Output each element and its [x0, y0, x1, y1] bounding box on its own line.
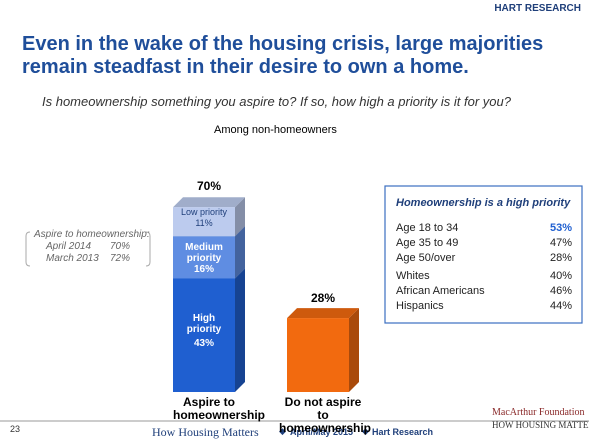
x-tick-label: Do not aspire to homeownership — [279, 395, 372, 435]
aside-title: Aspire to homeownership: — [34, 229, 150, 240]
table-label: Age 35 to 49 — [396, 236, 459, 249]
value-label: 28% — [310, 291, 336, 306]
diamond: ◆ — [279, 426, 286, 436]
aside-bracket — [25, 231, 151, 267]
aside-label: March 2013 — [46, 253, 99, 264]
table-value: 40% — [549, 270, 572, 283]
total-label: 70% — [196, 179, 222, 194]
bar-side — [235, 226, 245, 279]
table-title: Homeownership is a high priority — [396, 197, 571, 209]
segment-name: High priority — [186, 313, 222, 336]
bar — [173, 207, 235, 237]
segment-name: Low priority — [180, 206, 227, 217]
logo: HART RESEARCH — [494, 3, 581, 14]
bar-top — [173, 197, 245, 208]
page-number: 23 — [10, 424, 21, 434]
value-label: 11% — [195, 217, 213, 228]
title: Even in the wake of the housing crisis, … — [22, 33, 544, 78]
aside-label: April 2014 — [46, 241, 92, 252]
question: Is homeownership something you aspire to… — [42, 94, 511, 109]
table-label: Age 18 to 34 — [396, 222, 459, 234]
bar-top — [287, 308, 359, 319]
bar-side — [235, 268, 245, 392]
table-label: Age 50/over — [396, 251, 456, 264]
table-value: 46% — [549, 285, 572, 298]
segment-name: Medium priority — [185, 242, 223, 265]
table-label: African Americans — [396, 285, 485, 298]
value-label: 16% — [193, 264, 214, 276]
footer-date: April/May 2015 — [290, 427, 354, 437]
diamond: ◆ — [362, 426, 369, 436]
aside-value: 70% — [110, 241, 131, 252]
aside-value: 72% — [110, 253, 131, 264]
footer-source: Hart Research — [372, 427, 434, 437]
table-value: 28% — [549, 251, 572, 264]
bar — [287, 318, 349, 392]
x-tick-label: Aspire to homeownership — [173, 395, 266, 422]
segment-label: Low priority 11% — [173, 207, 235, 229]
bar — [173, 278, 235, 392]
table-value: 53% — [549, 222, 572, 234]
value-label: 43% — [193, 338, 214, 350]
segment-label: Medium priority 16% — [173, 242, 235, 275]
bar-side — [349, 308, 359, 392]
table-value: 47% — [549, 236, 572, 249]
logo2: HOW HOUSING MATTERS — [492, 420, 589, 430]
table-value: 44% — [549, 300, 572, 312]
bar-side — [235, 197, 245, 237]
table-box — [384, 185, 583, 324]
table-label: Whites — [396, 270, 430, 283]
chart-subtitle: Among non-homeowners — [214, 124, 337, 136]
segment-label: High priority 43% — [173, 313, 235, 349]
footer-brand: How Housing Matters — [152, 425, 259, 439]
bar — [173, 236, 235, 279]
table-label: Hispanics — [396, 300, 444, 312]
logo1: MacArthur Foundation — [492, 407, 585, 418]
